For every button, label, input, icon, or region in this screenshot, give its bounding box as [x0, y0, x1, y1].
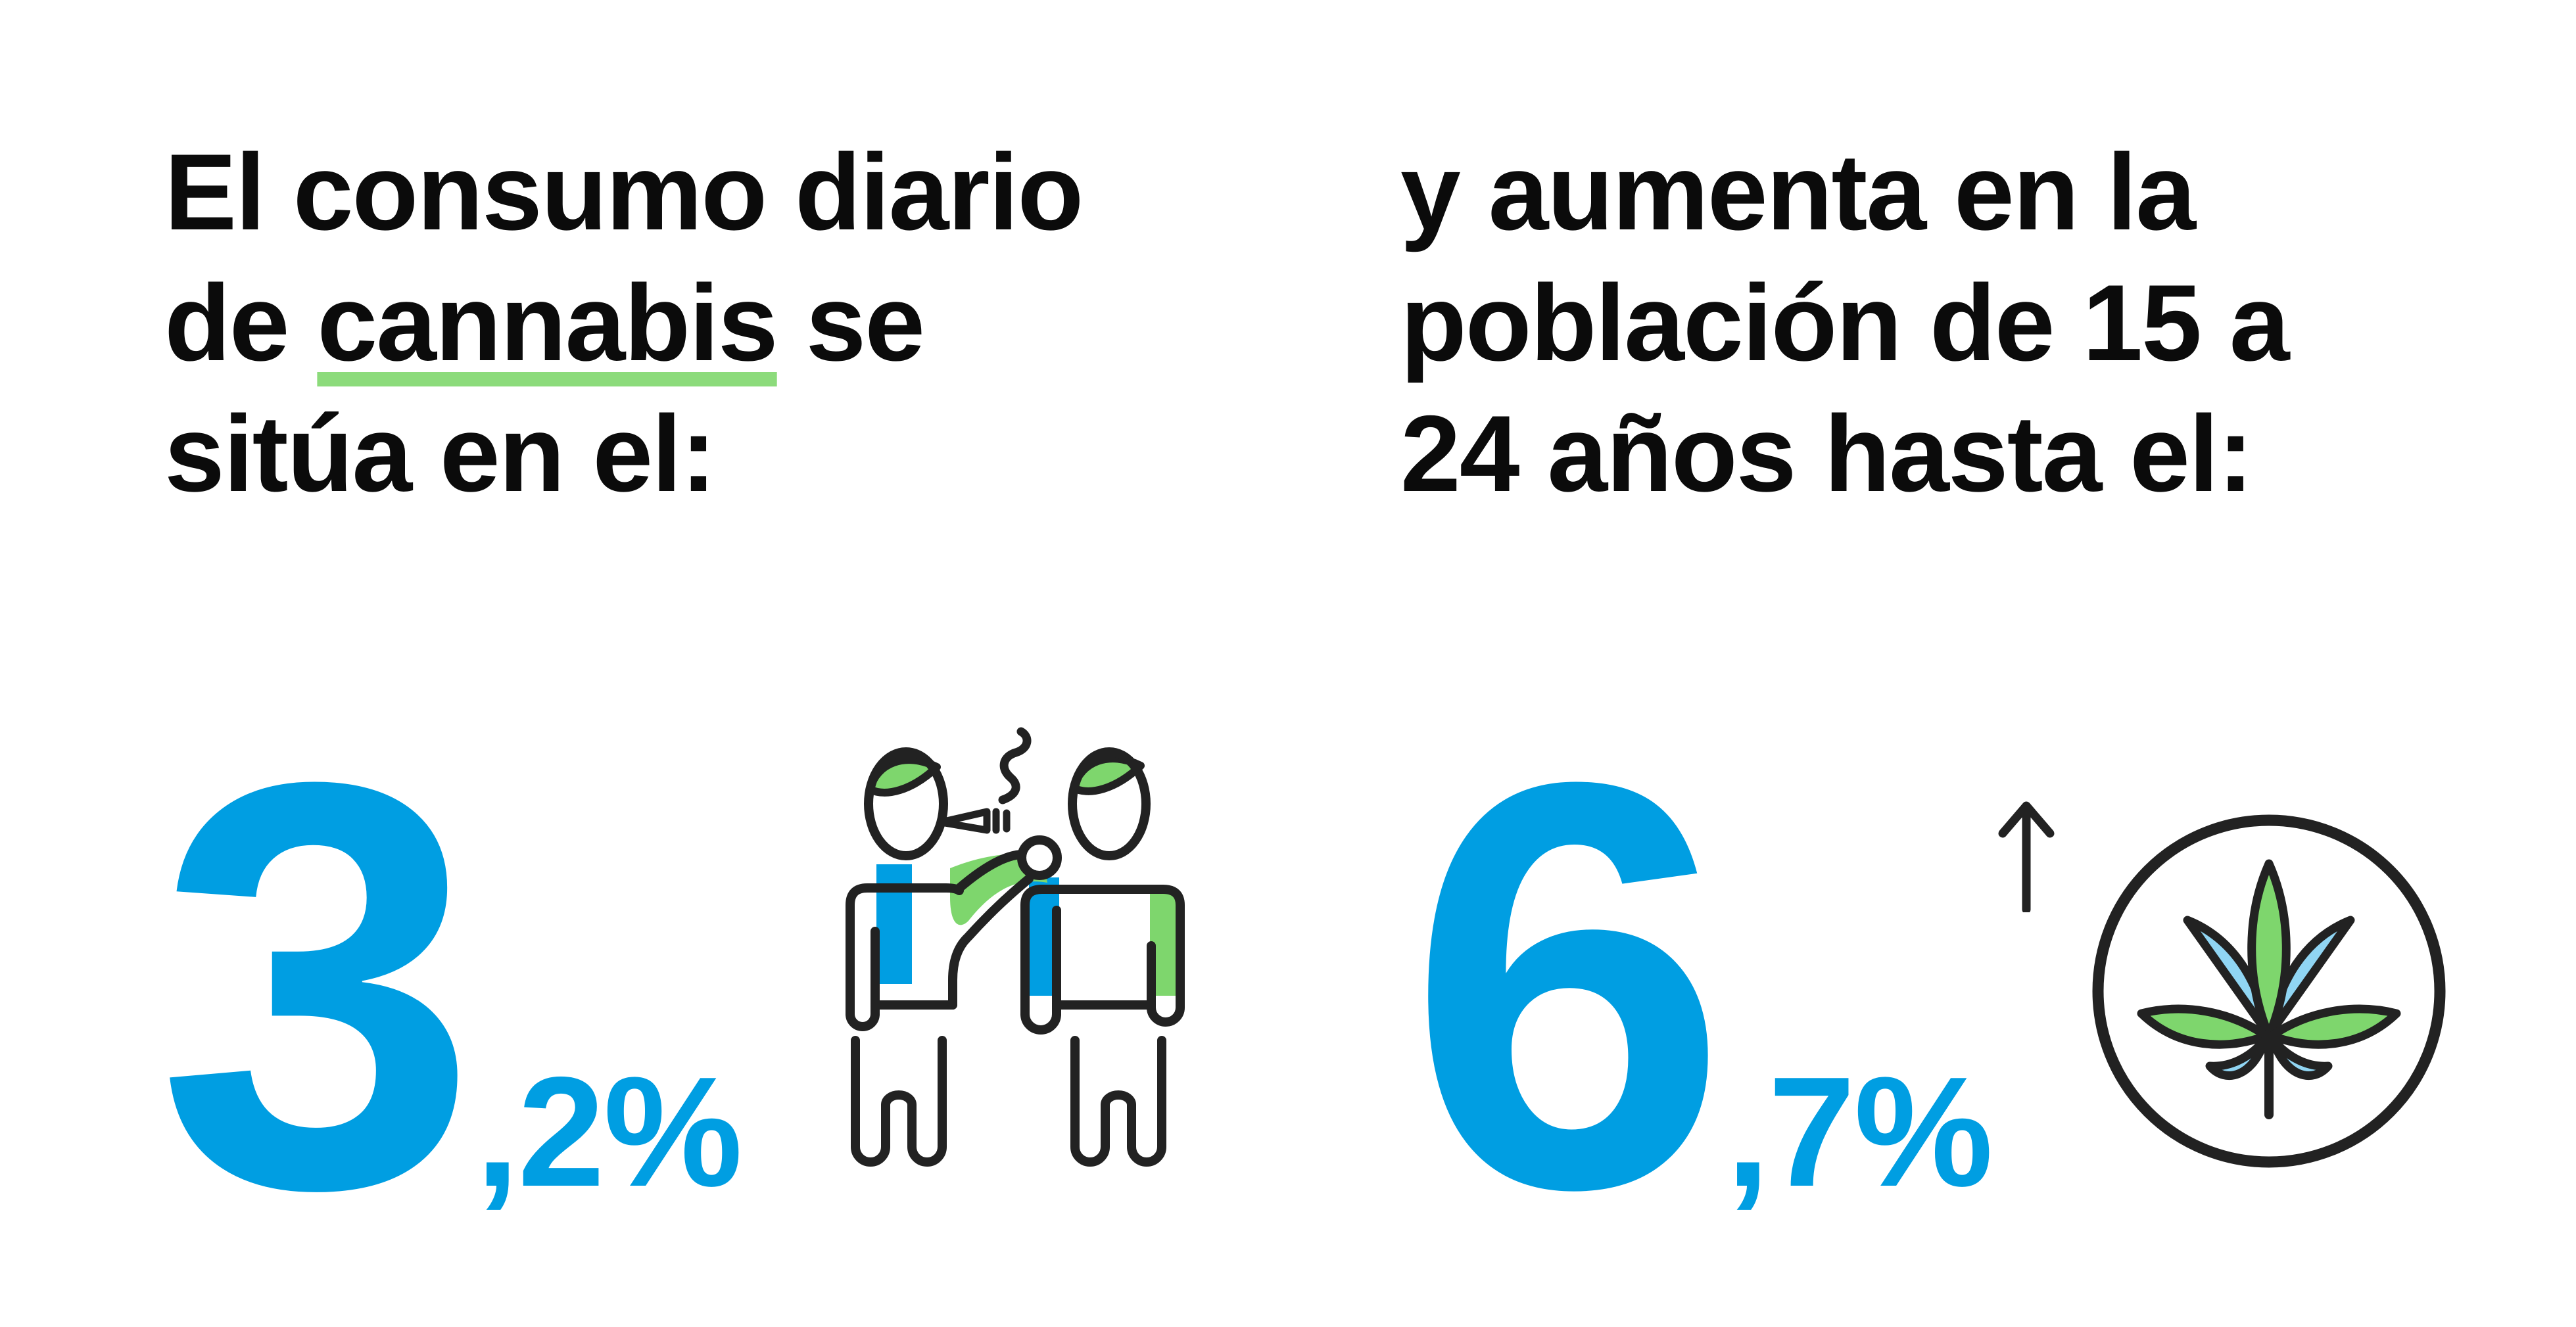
left-person-legs: [851, 1036, 947, 1167]
right-person-head: [1068, 747, 1151, 860]
right-heading-line2: población de 15 a: [1400, 262, 2290, 383]
right-stat: 6,7%: [1407, 663, 1993, 1309]
left-stat-suffix: ,2%: [475, 1045, 742, 1219]
right-person-hand-cap: [1020, 1010, 1061, 1035]
right-heading: y aumenta en la población de 15 a 24 año…: [1400, 127, 2290, 519]
joint-tip-lines: [992, 808, 1011, 834]
leaflet-center: [2247, 859, 2291, 1040]
left-person-blue-chest-band: [876, 864, 912, 984]
joint-icon: [937, 808, 991, 834]
right-heading-line1: y aumenta en la: [1400, 131, 2196, 252]
left-stat-number: 3: [156, 663, 478, 1309]
left-heading-cannabis-underlined: cannabis: [317, 262, 778, 383]
left-heading-line3: sitúa en el:: [164, 393, 717, 514]
right-stat-number: 6: [1407, 663, 1729, 1309]
left-person-hand-cap: [846, 1010, 880, 1031]
left-heading-line2: de cannabis se: [164, 258, 1082, 388]
leaflet-right: [2267, 1004, 2401, 1049]
leaflet-lower-right: [2268, 1035, 2333, 1080]
right-stat-suffix: ,7%: [1726, 1045, 1993, 1219]
up-arrow-icon: [1998, 801, 2055, 912]
left-person-head: [864, 747, 948, 860]
left-heading: El consumo diario de cannabis se sitúa e…: [164, 127, 1084, 519]
right-person-torso-outline: [1020, 885, 1185, 1027]
right-heading-line3: 24 años hasta el:: [1400, 393, 2254, 514]
leaflet-lower-left: [2205, 1035, 2270, 1080]
left-stat: 3,2%: [156, 663, 743, 1309]
left-heading-line1: El consumo diario: [164, 131, 1084, 252]
hand-on-shoulder: [1017, 835, 1062, 880]
cannabis-leaf-circle-icon: [2092, 814, 2446, 1168]
right-person-legs: [1070, 1036, 1166, 1167]
raised-arm-lower-line: [964, 874, 1034, 941]
people-sharing-joint-icon: [846, 727, 1185, 1167]
left-heading-line2-pre: de: [164, 262, 318, 383]
leaflet-left: [2137, 1004, 2271, 1049]
left-heading-line2-post: se: [776, 262, 926, 383]
smoke-icon: [998, 727, 1032, 804]
left-person-torso-right-edge: [948, 933, 972, 1010]
